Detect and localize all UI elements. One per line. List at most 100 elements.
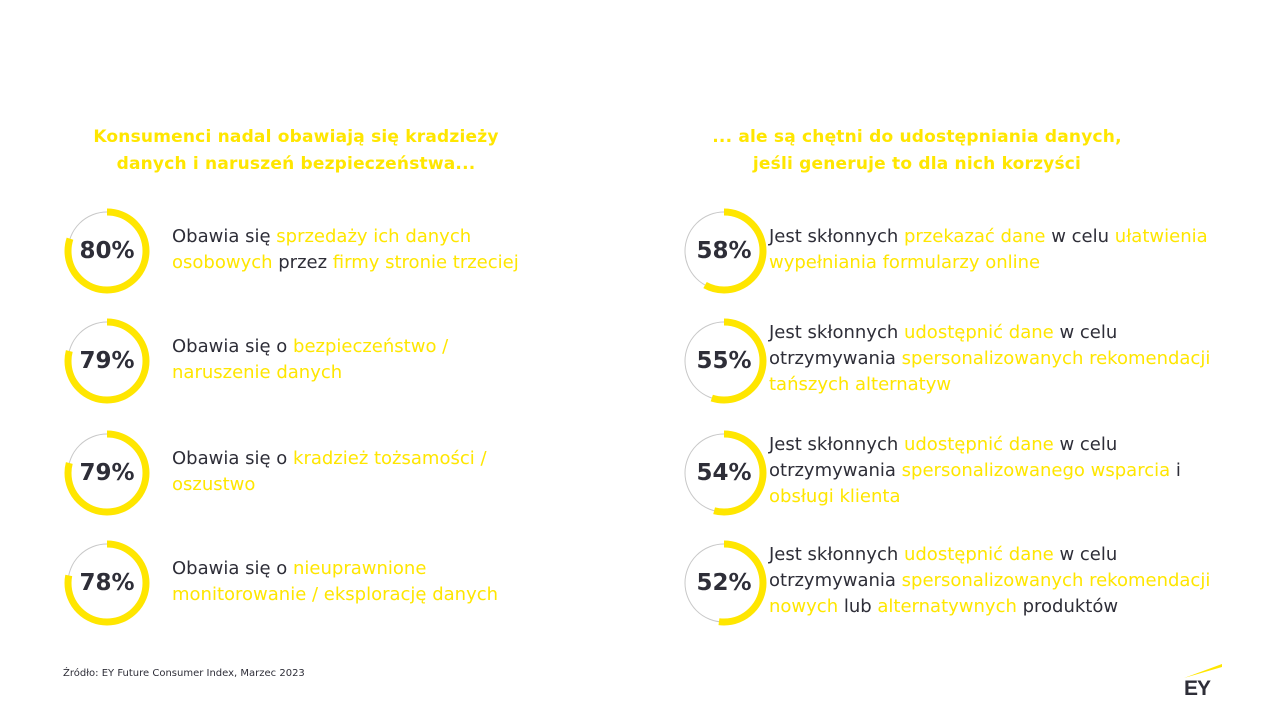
plain-text: otrzymywania: [769, 460, 902, 481]
plain-text: w celu: [1053, 322, 1118, 343]
donut-value-arc: [64, 430, 150, 516]
highlighted-text: udostępnić dane: [903, 544, 1054, 565]
donut-chart: [681, 430, 767, 516]
donut-chart: [681, 318, 767, 404]
donut-row: 79% Obawia się o kradzież tożsamości / osz…: [62, 428, 622, 518]
description-line: Obawia się o nieuprawnione: [172, 556, 498, 582]
donut-chart: [681, 540, 767, 626]
plain-text: Jest skłonnych: [769, 322, 904, 343]
highlighted-text: kradzież tożsamości /: [293, 448, 487, 469]
description-line: obsługi klienta: [769, 484, 1181, 510]
highlighted-text: spersonalizowanych rekomendacji: [901, 570, 1211, 591]
left-heading-line-1: Konsumenci nadal obawiają się kradzieży: [93, 127, 499, 147]
donut-row: 79% Obawia się o bezpieczeństwo / naruszen…: [62, 316, 622, 406]
plain-text: w celu: [1045, 226, 1115, 247]
donut-description: Jest skłonnych udostępnić dane w celu otr…: [769, 320, 1210, 398]
plain-text: Jest skłonnych: [769, 434, 904, 455]
donut-row: 80% Obawia się sprzedaży ich danych osobow…: [62, 206, 622, 296]
description-line: tańszych alternatyw: [769, 372, 1210, 398]
highlighted-text: wypełniania formularzy online: [769, 252, 1041, 273]
description-line: otrzymywania spersonalizowanych rekomend…: [769, 568, 1210, 594]
donut-chart: [64, 318, 150, 404]
left-heading: Konsumenci nadal obawiają się kradzieży …: [36, 124, 556, 178]
description-line: Obawia się sprzedaży ich danych: [172, 224, 519, 250]
plain-text: Jest skłonnych: [769, 544, 904, 565]
donut-row: 52% Jest skłonnych udostępnić dane w celu…: [679, 538, 1239, 628]
description-line: oszustwo: [172, 472, 487, 498]
highlighted-text: ułatwienia: [1114, 226, 1208, 247]
donut-row: 55% Jest skłonnych udostępnić dane w celu…: [679, 316, 1239, 406]
donut-value-arc: [64, 208, 150, 294]
donut-description: Obawia się o nieuprawnione monitorowanie …: [172, 556, 498, 608]
donut-row: 54% Jest skłonnych udostępnić dane w celu…: [679, 428, 1239, 518]
highlighted-text: udostępnić dane: [903, 434, 1054, 455]
plain-text: Jest skłonnych: [769, 226, 904, 247]
highlighted-text: spersonalizowanego wsparcia: [901, 460, 1171, 481]
plain-text: lub: [838, 596, 878, 617]
highlighted-text: firmy stronie trzeciej: [332, 252, 519, 273]
donut-row: 78% Obawia się o nieuprawnione monitorowan…: [62, 538, 622, 628]
description-line: Jest skłonnych udostępnić dane w celu: [769, 432, 1181, 458]
description-line: Obawia się o bezpieczeństwo /: [172, 334, 448, 360]
donut-chart: [64, 208, 150, 294]
donut-percent-label: 55%: [696, 348, 752, 374]
donut-description: Jest skłonnych udostępnić dane w celu otr…: [769, 542, 1210, 620]
ey-logo: EY: [1182, 664, 1222, 702]
plain-text: Obawia się: [172, 226, 277, 247]
plain-text: przez: [272, 252, 333, 273]
plain-text: w celu: [1053, 544, 1118, 565]
description-line: Jest skłonnych udostępnić dane w celu: [769, 320, 1210, 346]
highlighted-text: tańszych alternatyw: [769, 374, 952, 395]
plain-text: Obawia się o: [172, 448, 294, 469]
donut-description: Jest skłonnych udostępnić dane w celu otr…: [769, 432, 1181, 510]
donut-percent-label: 78%: [79, 570, 135, 596]
highlighted-text: naruszenie danych: [172, 362, 343, 383]
right-heading-line-2: jeśli generuje to dla nich korzyści: [752, 154, 1082, 174]
highlighted-text: nowych: [769, 596, 839, 617]
highlighted-text: obsługi klienta: [769, 486, 901, 507]
plain-text: produktów: [1016, 596, 1119, 617]
highlighted-text: oszustwo: [172, 474, 256, 495]
donut-row: 58% Jest skłonnych przekazać dane w celu …: [679, 206, 1239, 296]
highlighted-text: przekazać dane: [903, 226, 1046, 247]
description-line: otrzymywania spersonalizowanych rekomend…: [769, 346, 1210, 372]
donut-percent-label: 54%: [696, 460, 752, 486]
donut-percent-label: 58%: [696, 238, 752, 264]
ey-logo-text: EY: [1184, 677, 1211, 700]
donut-percent-label: 80%: [79, 238, 135, 264]
highlighted-text: udostępnić dane: [903, 322, 1054, 343]
description-line: otrzymywania spersonalizowanego wsparcia…: [769, 458, 1181, 484]
plain-text: i: [1170, 460, 1181, 481]
plain-text: Obawia się o: [172, 336, 294, 357]
donut-percent-label: 52%: [696, 570, 752, 596]
right-heading-line-1: ... ale są chętni do udostępniania danyc…: [712, 127, 1122, 147]
donut-value-arc: [64, 540, 150, 626]
donut-description: Jest skłonnych przekazać dane w celu uła…: [769, 224, 1208, 276]
description-line: osobowych przez firmy stronie trzeciej: [172, 250, 519, 276]
right-heading: ... ale są chętni do udostępniania danyc…: [657, 124, 1177, 178]
description-line: monitorowanie / eksplorację danych: [172, 582, 498, 608]
description-line: Jest skłonnych przekazać dane w celu uła…: [769, 224, 1208, 250]
ey-logo-beam-icon: [1184, 664, 1222, 678]
highlighted-text: monitorowanie / eksplorację danych: [172, 584, 499, 605]
plain-text: otrzymywania: [769, 348, 902, 369]
plain-text: Obawia się o: [172, 558, 294, 579]
donut-description: Obawia się sprzedaży ich danych osobowych…: [172, 224, 519, 276]
donut-value-arc: [681, 318, 767, 404]
donut-value-arc: [64, 318, 150, 404]
highlighted-text: sprzedaży ich danych: [276, 226, 472, 247]
description-line: naruszenie danych: [172, 360, 448, 386]
description-line: wypełniania formularzy online: [769, 250, 1208, 276]
source-note: Źródło: EY Future Consumer Index, Marzec…: [63, 668, 305, 679]
plain-text: otrzymywania: [769, 570, 902, 591]
donut-value-arc: [681, 208, 767, 294]
donut-description: Obawia się o bezpieczeństwo / naruszenie …: [172, 334, 448, 386]
description-line: Obawia się o kradzież tożsamości /: [172, 446, 487, 472]
donut-chart: [64, 540, 150, 626]
donut-value-arc: [681, 430, 767, 516]
highlighted-text: osobowych: [172, 252, 273, 273]
donut-value-arc: [681, 540, 767, 626]
donut-percent-label: 79%: [79, 460, 135, 486]
donut-chart: [681, 208, 767, 294]
highlighted-text: spersonalizowanych rekomendacji: [901, 348, 1211, 369]
